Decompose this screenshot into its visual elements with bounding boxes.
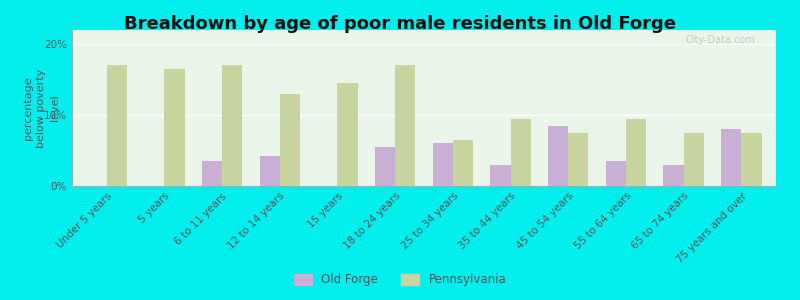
Bar [684,133,704,186]
Bar [626,118,646,186]
Bar [742,133,762,186]
Bar [548,126,568,186]
Bar [338,83,358,186]
Bar [222,65,242,186]
Text: City-Data.com: City-Data.com [685,35,755,45]
Bar [202,161,222,186]
Text: Breakdown by age of poor male residents in Old Forge: Breakdown by age of poor male residents … [124,15,676,33]
Bar [433,143,453,186]
Bar [510,118,530,186]
Bar [164,69,185,186]
Bar [453,140,473,186]
Bar [259,156,280,186]
Y-axis label: percentage
below poverty
level: percentage below poverty level [23,68,59,148]
Bar [375,147,395,186]
Bar [106,65,127,186]
Bar [568,133,589,186]
Legend: Old Forge, Pennsylvania: Old Forge, Pennsylvania [289,269,511,291]
Bar [606,161,626,186]
Bar [395,65,415,186]
Bar [280,94,300,186]
Bar [490,165,510,186]
Bar [721,129,742,186]
Bar [663,165,684,186]
